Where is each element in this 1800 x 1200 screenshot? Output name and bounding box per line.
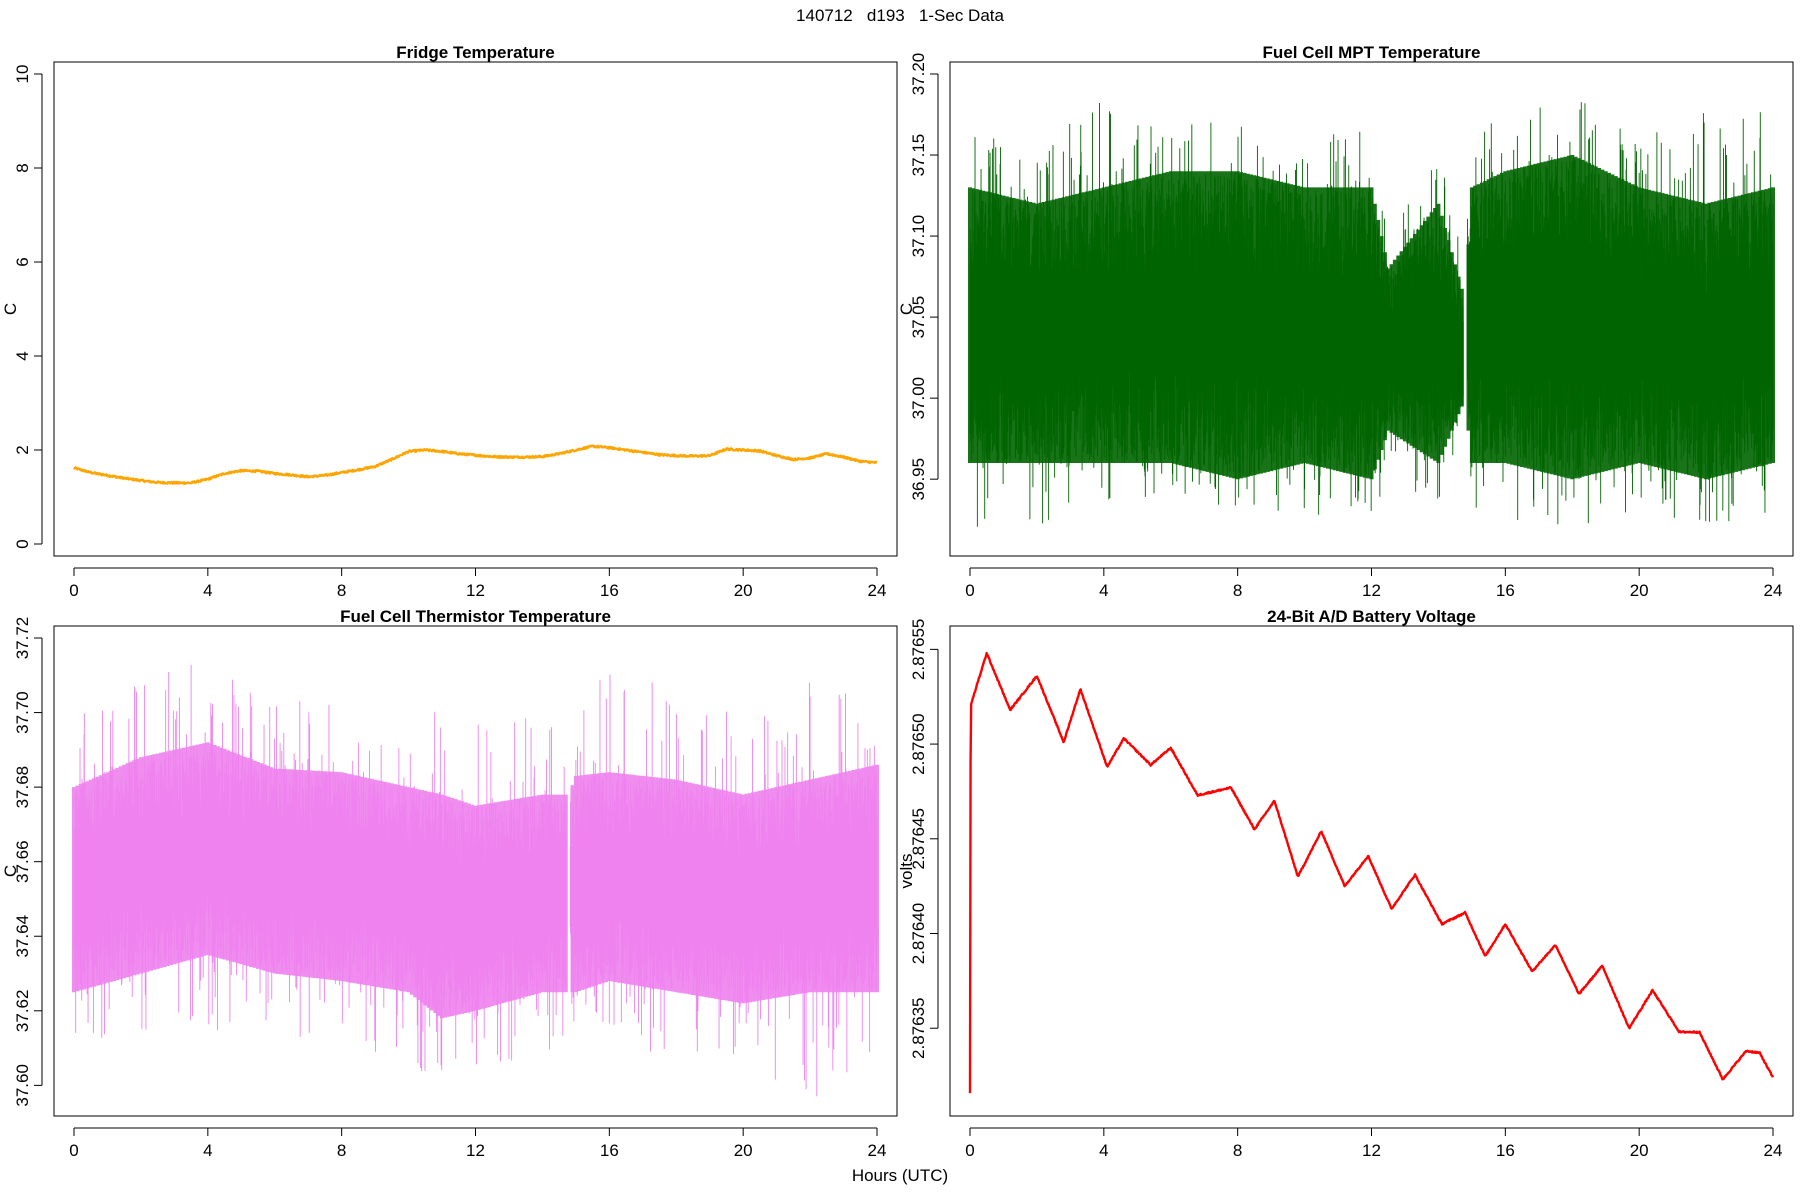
x-tick-label: 4 bbox=[203, 1141, 212, 1160]
x-tick-label: 12 bbox=[1362, 581, 1381, 600]
x-tick-label: 4 bbox=[1099, 1141, 1108, 1160]
x-tick-label: 12 bbox=[466, 1141, 485, 1160]
y-tick-label: 37.60 bbox=[13, 1064, 32, 1107]
x-tick-label: 20 bbox=[734, 1141, 753, 1160]
x-tick-label: 24 bbox=[1764, 581, 1783, 600]
x-tick-label: 16 bbox=[600, 1141, 619, 1160]
y-tick-label: 6 bbox=[13, 257, 32, 266]
y-tick-label: 37.15 bbox=[909, 134, 928, 177]
chart-panel-2: Fuel Cell MPT Temperature C 0 4 8 12 16 20 24 36.… bbox=[897, 43, 1794, 600]
y-tick-label: 36.95 bbox=[909, 458, 928, 501]
x-tick-label: 0 bbox=[965, 581, 974, 600]
x-axis-label: Hours (UTC) bbox=[851, 1166, 949, 1185]
x-tick-label: 20 bbox=[734, 581, 753, 600]
chart-panel-3: Fuel Cell Thermistor Temperature C 0 4 8 12 16… bbox=[1, 607, 898, 1160]
series-core bbox=[72, 742, 879, 1019]
x-tick-label: 8 bbox=[337, 581, 346, 600]
x-tick-label: 8 bbox=[1233, 1141, 1242, 1160]
y-tick-label: 0 bbox=[13, 539, 32, 548]
page-title: 140712 d193 1-Sec Data bbox=[796, 6, 1004, 25]
y-tick-label: 2.87650 bbox=[909, 713, 928, 774]
x-tick-label: 0 bbox=[69, 581, 78, 600]
plot-frame bbox=[53, 625, 898, 1117]
x-tick-label: 24 bbox=[868, 581, 887, 600]
y-tick-label: 37.20 bbox=[909, 53, 928, 96]
x-tick-label: 16 bbox=[1496, 581, 1515, 600]
x-tick-label: 24 bbox=[1764, 1141, 1783, 1160]
x-tick-label: 20 bbox=[1630, 581, 1649, 600]
chart-title: Fridge Temperature bbox=[396, 43, 554, 62]
x-tick-label: 16 bbox=[600, 581, 619, 600]
chart-title: Fuel Cell Thermistor Temperature bbox=[340, 607, 611, 626]
y-tick-label: 4 bbox=[13, 351, 32, 360]
x-tick-label: 12 bbox=[1362, 1141, 1381, 1160]
y-tick-label: 2.87635 bbox=[909, 998, 928, 1059]
series-line bbox=[73, 444, 878, 485]
x-tick-label: 12 bbox=[466, 581, 485, 600]
y-tick-label: 37.10 bbox=[909, 215, 928, 258]
y-tick-label: 2.87645 bbox=[909, 808, 928, 869]
data-series bbox=[968, 651, 1775, 1094]
x-tick-label: 4 bbox=[203, 581, 212, 600]
x-tick-label: 0 bbox=[69, 1141, 78, 1160]
y-axis-label: C bbox=[1, 303, 20, 315]
y-tick-label: 2 bbox=[13, 445, 32, 454]
y-tick-label: 37.70 bbox=[13, 691, 32, 734]
x-tick-label: 0 bbox=[965, 1141, 974, 1160]
y-tick-label: 37.00 bbox=[909, 377, 928, 420]
y-tick-label: 2.87655 bbox=[909, 619, 928, 680]
y-tick-label: 37.62 bbox=[13, 990, 32, 1033]
y-tick-label: 37.64 bbox=[13, 915, 32, 958]
y-axis-label: C bbox=[897, 303, 916, 315]
y-tick-label: 8 bbox=[13, 163, 32, 172]
y-tick-label: 37.68 bbox=[13, 766, 32, 809]
series-core bbox=[968, 155, 1775, 480]
y-tick-label: 2.87640 bbox=[909, 903, 928, 964]
x-tick-label: 8 bbox=[337, 1141, 346, 1160]
y-tick-label: 37.66 bbox=[13, 840, 32, 883]
x-tick-label: 16 bbox=[1496, 1141, 1515, 1160]
x-tick-label: 4 bbox=[1099, 581, 1108, 600]
data-series bbox=[968, 102, 1775, 527]
data-series bbox=[73, 444, 878, 485]
y-tick-label: 37.05 bbox=[909, 296, 928, 339]
plot-frame bbox=[949, 625, 1794, 1117]
y-tick-label: 37.72 bbox=[13, 617, 32, 660]
x-tick-label: 20 bbox=[1630, 1141, 1649, 1160]
chart-title: Fuel Cell MPT Temperature bbox=[1263, 43, 1481, 62]
series-line bbox=[968, 651, 1775, 1094]
chart-title: 24-Bit A/D Battery Voltage bbox=[1267, 607, 1476, 626]
y-axis-label: C bbox=[1, 865, 20, 877]
chart-panel-4: 24-Bit A/D Battery Voltage volts 0 4 8 12 16 20… bbox=[897, 607, 1794, 1160]
plot-frame bbox=[53, 61, 898, 557]
y-axis-label: volts bbox=[897, 854, 916, 889]
plot-frame bbox=[949, 61, 1794, 557]
data-series bbox=[72, 664, 879, 1097]
x-tick-label: 8 bbox=[1233, 581, 1242, 600]
x-tick-label: 24 bbox=[868, 1141, 887, 1160]
y-tick-label: 10 bbox=[13, 65, 32, 84]
